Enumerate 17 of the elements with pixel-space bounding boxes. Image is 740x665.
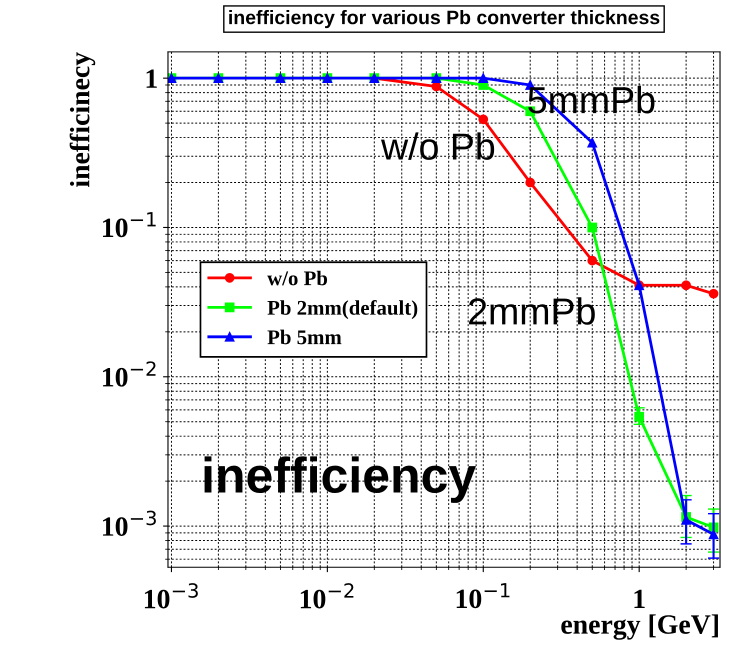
y-tick-label: 10$^{−3}$	[102, 510, 156, 536]
annotation: w/o Pb	[381, 132, 494, 160]
legend-label: Pb 5mm	[268, 330, 342, 344]
annotation: inefficiency	[204, 456, 476, 503]
x-axis-title: energy [GeV]	[561, 614, 718, 640]
y-tick-label: 10$^{−1}$	[102, 212, 156, 238]
y-tick-label: 1	[146, 69, 157, 88]
legend-label: w/o Pb	[267, 270, 328, 286]
x-tick-label: 10$^{−1}$	[456, 583, 510, 608]
legend-label: Pb 2mm(default)	[268, 300, 418, 320]
y-tick-label: 10$^{−2}$	[102, 361, 156, 387]
y-axis-title: inefficinecy	[70, 52, 96, 188]
chart-title: inefficiency for various Pb converter thickness	[229, 10, 660, 28]
x-tick-label: 10$^{−3}$	[144, 583, 198, 608]
x-tick-label: 10$^{−2}$	[300, 583, 354, 608]
annotation: 2mmPb	[469, 297, 595, 325]
x-tick-label: 1	[634, 590, 645, 608]
